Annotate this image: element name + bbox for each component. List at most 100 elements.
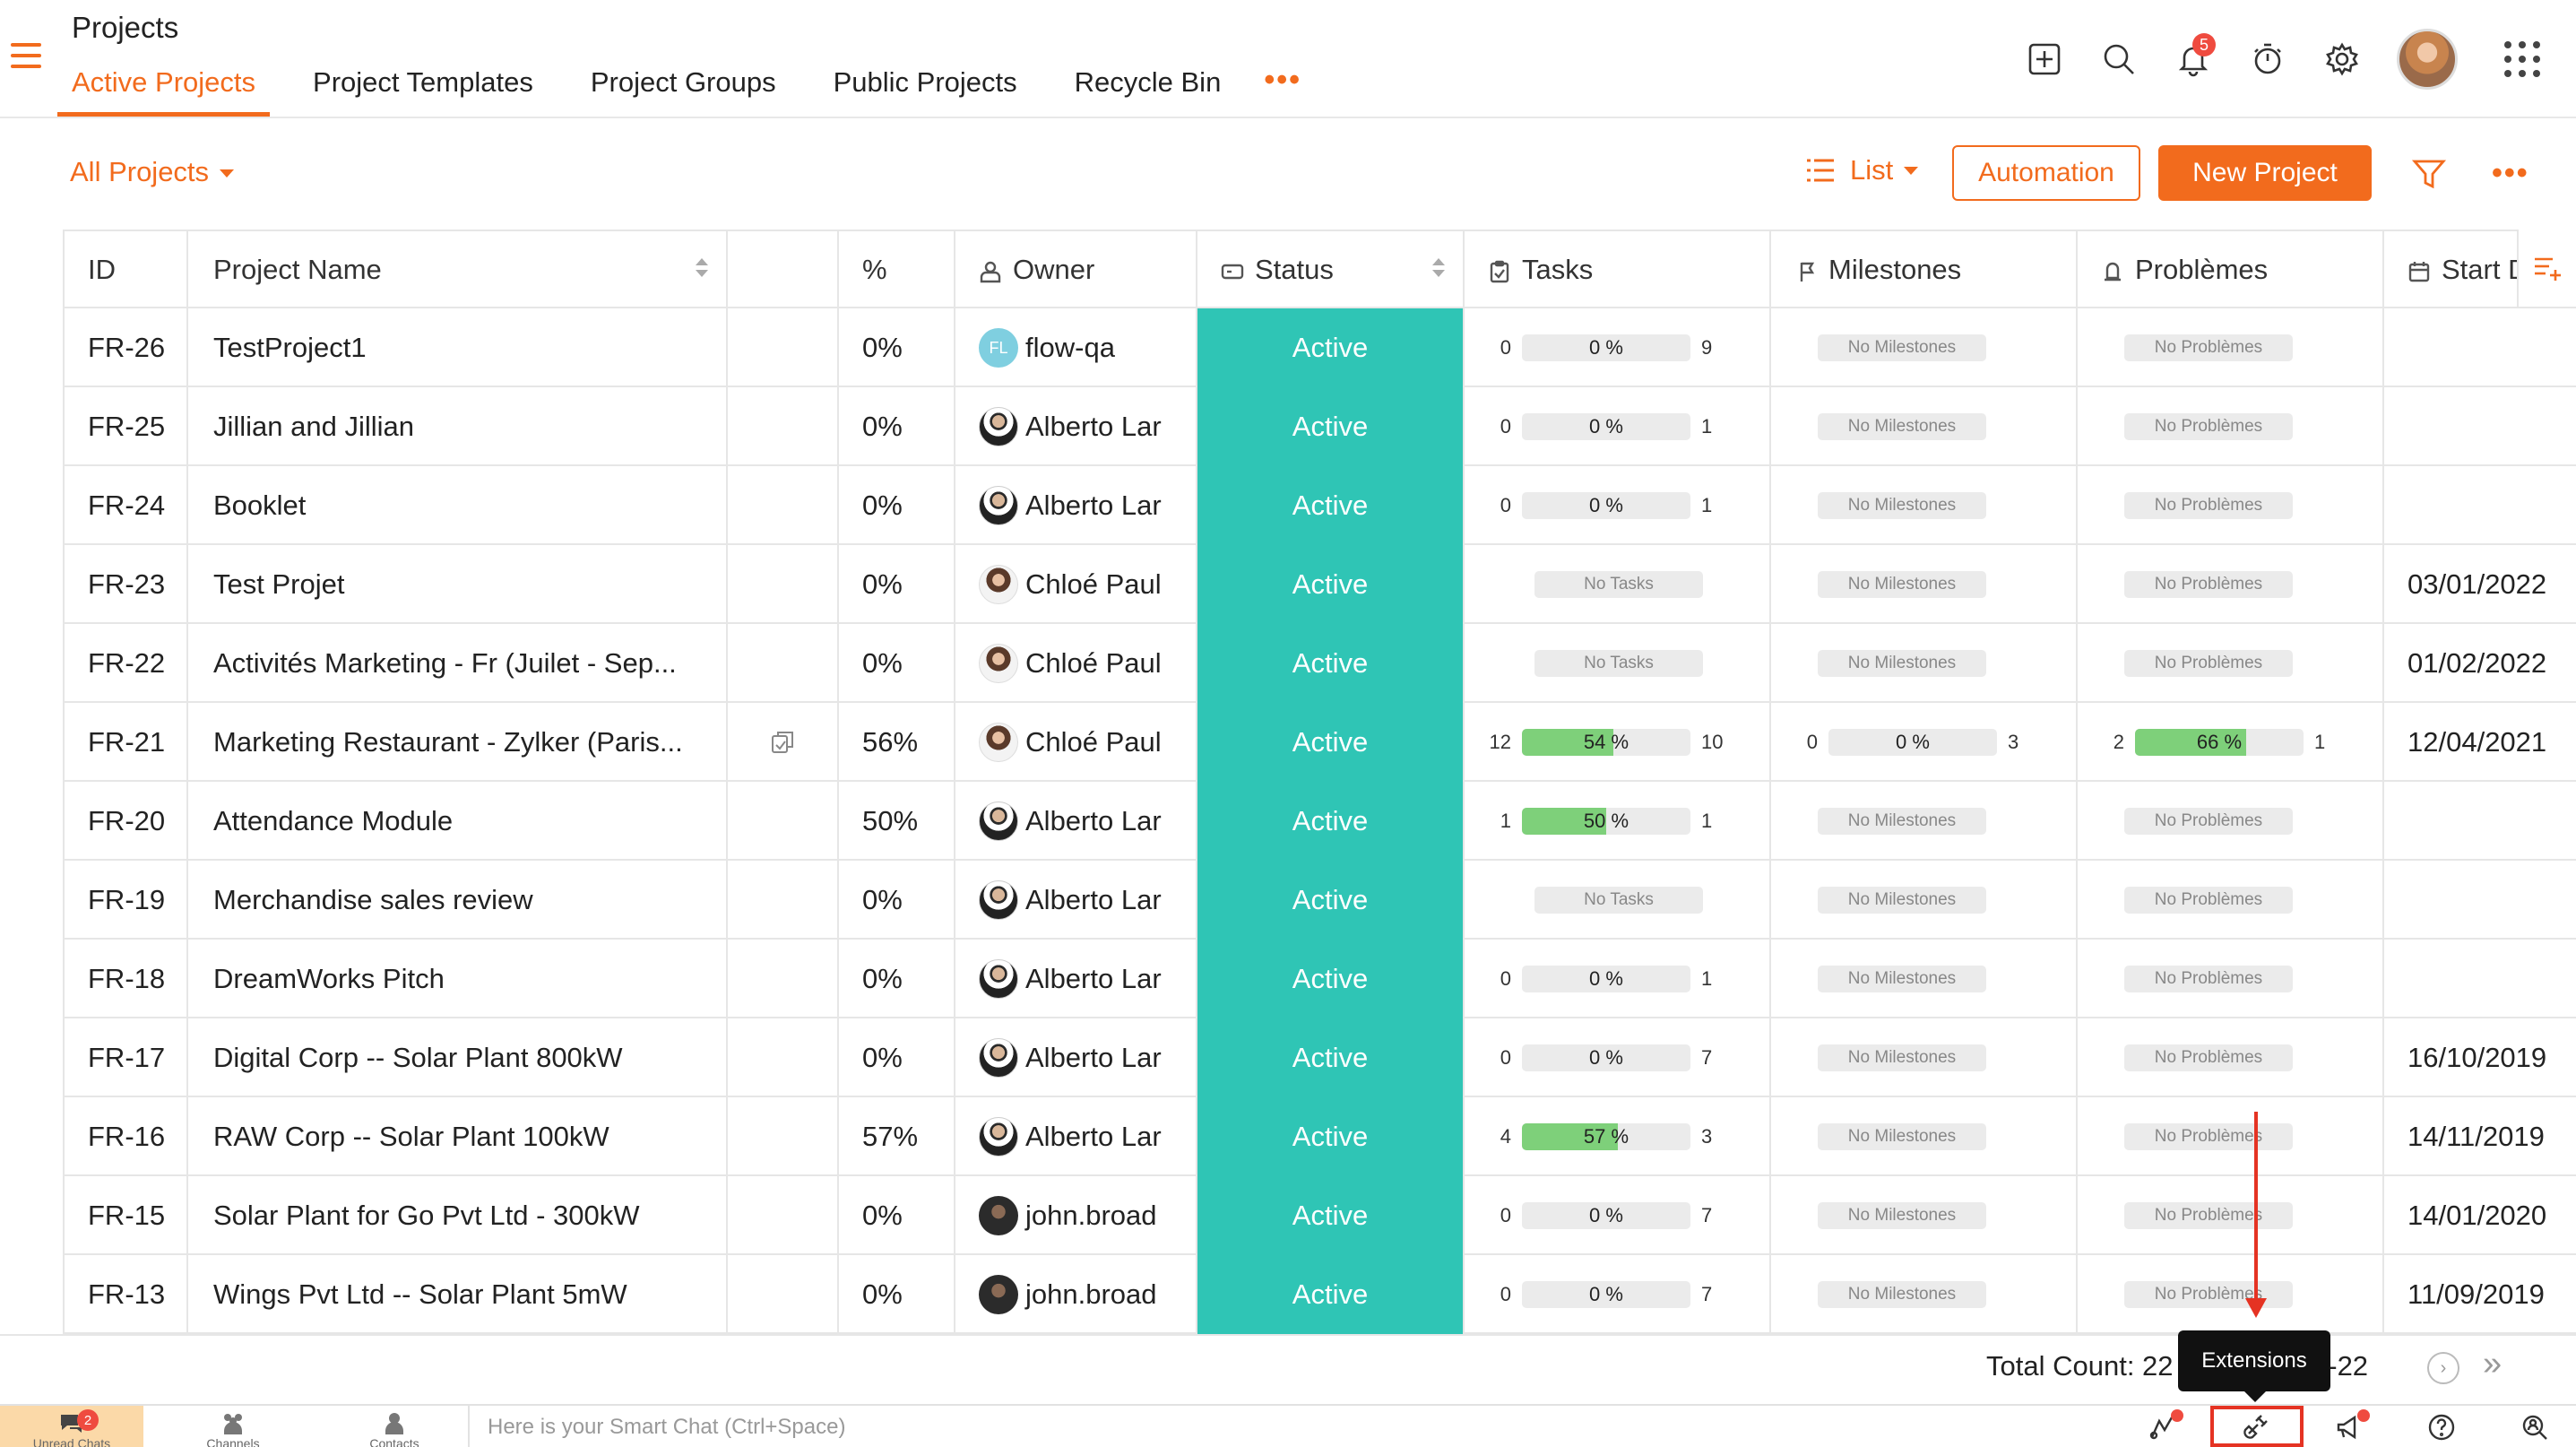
status-badge[interactable]: Active xyxy=(1197,703,1465,782)
problems-cell[interactable]: 2 66 % 1 xyxy=(2078,703,2384,782)
problems-cell[interactable]: No Problèmes xyxy=(2078,861,2384,940)
col-header-milestones[interactable]: Milestones xyxy=(1771,231,2078,308)
help-icon[interactable] xyxy=(2395,1406,2488,1447)
project-owner[interactable]: Alberto Lar xyxy=(955,387,1197,466)
project-owner[interactable]: john.broad xyxy=(955,1255,1197,1334)
problems-cell[interactable]: No Problèmes xyxy=(2078,1097,2384,1176)
project-name-link[interactable]: Wings Pvt Ltd -- Solar Plant 5mW xyxy=(188,1255,728,1334)
funnel-filter-icon[interactable] xyxy=(2411,156,2447,192)
tasks-cell[interactable]: 4 57 % 3 xyxy=(1465,1097,1771,1176)
project-name-link[interactable]: Jillian and Jillian xyxy=(188,387,728,466)
milestones-cell[interactable]: No Milestones xyxy=(1771,1255,2078,1334)
project-name-link[interactable]: Attendance Module xyxy=(188,782,728,861)
col-header-start-date[interactable]: Start D xyxy=(2384,231,2576,308)
col-header-project-name[interactable]: Project Name xyxy=(188,231,728,308)
milestones-cell[interactable]: No Milestones xyxy=(1771,1018,2078,1097)
tab-active-projects[interactable]: Active Projects xyxy=(57,63,271,118)
tasks-cell[interactable]: No Tasks xyxy=(1465,545,1771,624)
milestones-cell[interactable]: No Milestones xyxy=(1771,1097,2078,1176)
tasks-cell[interactable]: 0 0 % 7 xyxy=(1465,1176,1771,1255)
milestones-cell[interactable]: No Milestones xyxy=(1771,545,2078,624)
col-header-percent[interactable]: % xyxy=(839,231,955,308)
col-header-id[interactable]: ID xyxy=(65,231,188,308)
timer-icon[interactable] xyxy=(2245,37,2290,82)
problems-cell[interactable]: No Problèmes xyxy=(2078,545,2384,624)
project-name-link[interactable]: Booklet xyxy=(188,466,728,545)
tab-public-projects[interactable]: Public Projects xyxy=(833,66,1017,98)
milestones-cell[interactable]: No Milestones xyxy=(1771,861,2078,940)
milestones-cell[interactable]: No Milestones xyxy=(1771,1176,2078,1255)
add-column-icon[interactable] xyxy=(2517,230,2576,307)
view-switcher[interactable]: List xyxy=(1805,154,1919,186)
tab-recycle-bin[interactable]: Recycle Bin xyxy=(1074,66,1222,98)
smart-chat-input[interactable]: Here is your Smart Chat (Ctrl+Space) xyxy=(468,1406,2117,1447)
tasks-cell[interactable]: 0 0 % 9 xyxy=(1465,308,1771,387)
status-badge[interactable]: Active xyxy=(1197,782,1465,861)
feeds-icon[interactable] xyxy=(2115,1406,2209,1447)
status-badge[interactable]: Active xyxy=(1197,940,1465,1018)
tabs-more-icon[interactable]: ••• xyxy=(1264,63,1302,97)
last-page-icon[interactable]: » xyxy=(2483,1345,2503,1382)
project-name-link[interactable]: Marketing Restaurant - Zylker (Paris... xyxy=(188,703,728,782)
apps-grid-icon[interactable] xyxy=(2504,41,2540,77)
status-badge[interactable]: Active xyxy=(1197,308,1465,387)
toolbar-more-icon[interactable]: ••• xyxy=(2492,156,2529,190)
table-row[interactable]: FR-21 Marketing Restaurant - Zylker (Par… xyxy=(65,703,2576,782)
col-header-status[interactable]: Status xyxy=(1197,231,1465,308)
milestones-cell[interactable]: No Milestones xyxy=(1771,466,2078,545)
table-row[interactable]: FR-25 Jillian and Jillian 0% Alberto Lar… xyxy=(65,387,2576,466)
project-name-link[interactable]: Test Projet xyxy=(188,545,728,624)
table-row[interactable]: FR-23 Test Projet 0% Chloé Paul Active N… xyxy=(65,545,2576,624)
table-row[interactable]: FR-15 Solar Plant for Go Pvt Ltd - 300kW… xyxy=(65,1176,2576,1255)
automation-button[interactable]: Automation xyxy=(1952,145,2140,201)
project-owner[interactable]: Chloé Paul xyxy=(955,703,1197,782)
tab-project-groups[interactable]: Project Groups xyxy=(590,66,776,98)
project-owner[interactable]: Alberto Lar xyxy=(955,1097,1197,1176)
project-name-link[interactable]: Activités Marketing - Fr (Juilet - Sep..… xyxy=(188,624,728,703)
milestones-cell[interactable]: No Milestones xyxy=(1771,308,2078,387)
tasks-cell[interactable]: 12 54 % 10 xyxy=(1465,703,1771,782)
tasks-cell[interactable]: No Tasks xyxy=(1465,861,1771,940)
table-row[interactable]: FR-13 Wings Pvt Ltd -- Solar Plant 5mW 0… xyxy=(65,1255,2576,1334)
project-name-link[interactable]: DreamWorks Pitch xyxy=(188,940,728,1018)
col-header-owner[interactable]: Owner xyxy=(955,231,1197,308)
search-icon[interactable] xyxy=(2096,37,2141,82)
project-name-link[interactable]: Solar Plant for Go Pvt Ltd - 300kW xyxy=(188,1176,728,1255)
tasks-cell[interactable]: 0 0 % 1 xyxy=(1465,940,1771,1018)
status-badge[interactable]: Active xyxy=(1197,387,1465,466)
problems-cell[interactable]: No Problèmes xyxy=(2078,1255,2384,1334)
col-header-problems[interactable]: Problèmes xyxy=(2078,231,2384,308)
announcements-icon[interactable] xyxy=(2302,1406,2395,1447)
table-row[interactable]: FR-24 Booklet 0% Alberto Lar Active 0 0 … xyxy=(65,466,2576,545)
table-row[interactable]: FR-20 Attendance Module 50% Alberto Lar … xyxy=(65,782,2576,861)
problems-cell[interactable]: No Problèmes xyxy=(2078,466,2384,545)
tasks-cell[interactable]: 0 0 % 1 xyxy=(1465,466,1771,545)
status-badge[interactable]: Active xyxy=(1197,545,1465,624)
tasks-cell[interactable]: 0 0 % 7 xyxy=(1465,1018,1771,1097)
status-badge[interactable]: Active xyxy=(1197,1255,1465,1334)
problems-cell[interactable]: No Problèmes xyxy=(2078,624,2384,703)
project-owner[interactable]: FL flow-qa xyxy=(955,308,1197,387)
project-owner[interactable]: Alberto Lar xyxy=(955,466,1197,545)
project-owner[interactable]: Chloé Paul xyxy=(955,545,1197,624)
tasks-cell[interactable]: No Tasks xyxy=(1465,624,1771,703)
table-row[interactable]: FR-22 Activités Marketing - Fr (Juilet -… xyxy=(65,624,2576,703)
new-project-button[interactable]: New Project xyxy=(2158,145,2372,201)
gear-icon[interactable] xyxy=(2320,37,2364,82)
project-owner[interactable]: Chloé Paul xyxy=(955,624,1197,703)
bell-icon[interactable]: 5 xyxy=(2171,33,2216,82)
project-owner[interactable]: Alberto Lar xyxy=(955,1018,1197,1097)
project-name-link[interactable]: Digital Corp -- Solar Plant 800kW xyxy=(188,1018,728,1097)
hamburger-menu-icon[interactable] xyxy=(11,43,41,68)
tasks-cell[interactable]: 0 0 % 1 xyxy=(1465,387,1771,466)
problems-cell[interactable]: No Problèmes xyxy=(2078,1018,2384,1097)
status-badge[interactable]: Active xyxy=(1197,1176,1465,1255)
col-header-tasks[interactable]: Tasks xyxy=(1465,231,1771,308)
sort-icon[interactable] xyxy=(1432,258,1445,277)
search-people-icon[interactable] xyxy=(2488,1406,2576,1447)
table-row[interactable]: FR-17 Digital Corp -- Solar Plant 800kW … xyxy=(65,1018,2576,1097)
chat-tab-channels[interactable]: Channels xyxy=(161,1406,305,1447)
project-owner[interactable]: john.broad xyxy=(955,1176,1197,1255)
chat-tab-unread[interactable]: 2 Unread Chats xyxy=(0,1406,143,1447)
table-row[interactable]: FR-16 RAW Corp -- Solar Plant 100kW 57% … xyxy=(65,1097,2576,1176)
